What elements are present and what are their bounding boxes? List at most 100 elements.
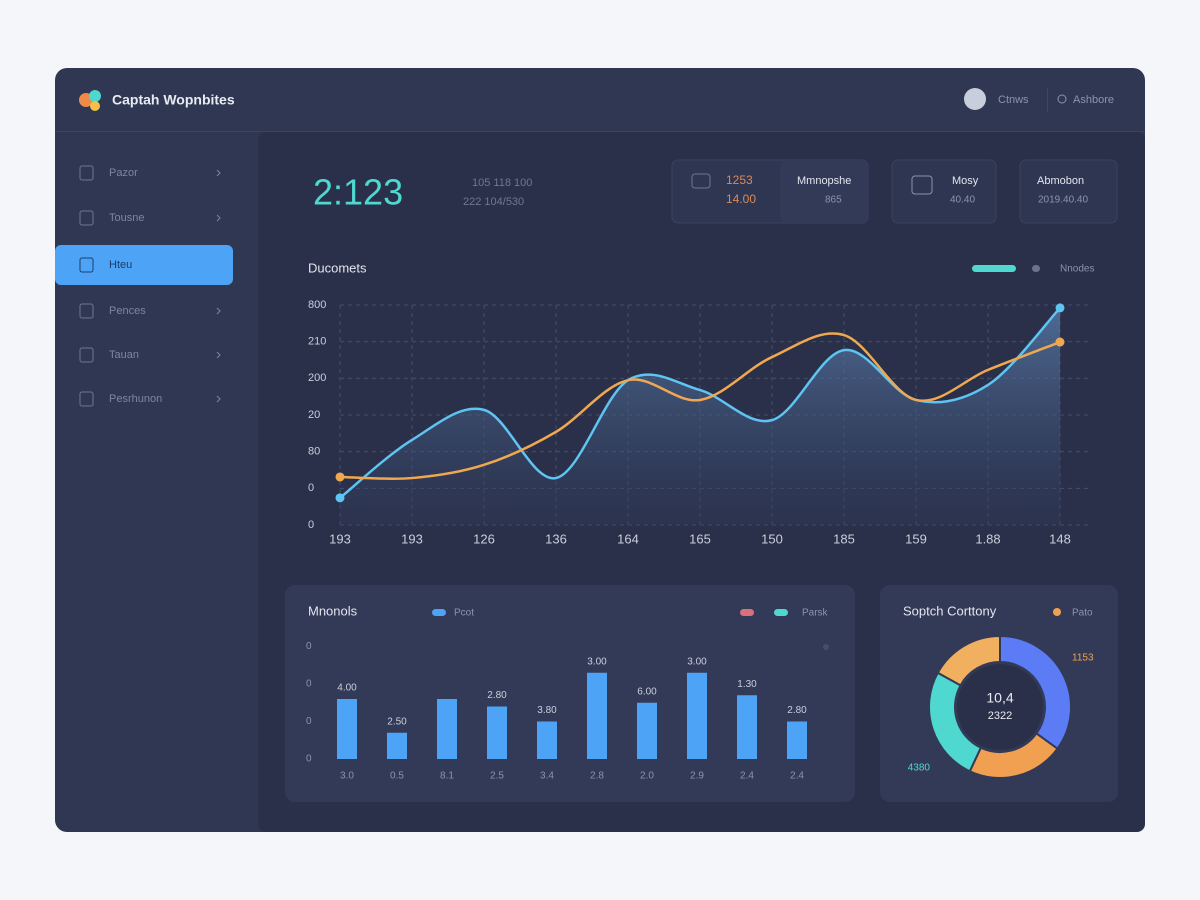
nav-chevron <box>216 307 221 315</box>
x-tick-label: 150 <box>761 531 783 546</box>
stat-title: Mosy <box>952 175 979 187</box>
stat-figure: 14.00 <box>726 192 756 206</box>
y-tick-label: 20 <box>308 409 320 421</box>
bar[interactable] <box>787 721 807 760</box>
header-separator <box>1047 88 1048 112</box>
bar[interactable] <box>687 672 707 759</box>
summary-value: 2:123 <box>313 172 403 213</box>
y-tick-label: 200 <box>308 372 326 384</box>
bar[interactable] <box>587 672 607 759</box>
nav-item[interactable]: Tousne <box>109 212 144 224</box>
x-tick-label: 3.4 <box>540 771 554 782</box>
x-tick-label: 2.4 <box>790 771 804 782</box>
search-icon[interactable] <box>1057 94 1067 104</box>
stat-sub: 40.40 <box>950 195 975 206</box>
nav-item[interactable]: Pesrhunon <box>109 393 162 405</box>
annotation: 4380 <box>908 763 931 774</box>
donut-hole <box>957 664 1043 750</box>
header-divider <box>55 131 1145 132</box>
center-label: 2322 <box>988 710 1012 722</box>
card-icon <box>691 173 711 189</box>
legend-swatch <box>972 265 1016 272</box>
panel-dot <box>823 644 829 650</box>
nav-chevron <box>216 395 221 403</box>
nav-active <box>55 245 233 285</box>
nav-item[interactable]: Tauan <box>109 349 139 361</box>
y-tick-label: 80 <box>308 446 320 458</box>
bar[interactable] <box>337 699 357 759</box>
bar-panel <box>285 585 855 802</box>
nav-item[interactable]: Pazor <box>109 167 138 179</box>
nav-chevron <box>216 351 221 359</box>
x-tick-label: 1.88 <box>975 531 1000 546</box>
chart-title: Mnonols <box>308 603 358 618</box>
summary-line: 105 118 100 <box>472 177 532 189</box>
x-tick-label: 2.4 <box>740 771 754 782</box>
point <box>335 493 345 503</box>
x-tick-label: 3.0 <box>340 771 354 782</box>
legend-label: Pcot <box>454 608 474 619</box>
legend-swatch <box>740 609 754 616</box>
legend-label: Pato <box>1072 608 1093 619</box>
y-tick-label: 0 <box>306 679 312 690</box>
stat-title: Abmobon <box>1037 175 1084 187</box>
x-tick-label: 126 <box>473 531 495 546</box>
x-tick-label: 193 <box>401 531 423 546</box>
bar[interactable] <box>637 702 657 759</box>
legend-swatch <box>774 609 788 616</box>
donut-segment[interactable] <box>999 634 1072 751</box>
nav-chevron <box>216 169 221 177</box>
x-tick-label: 136 <box>545 531 567 546</box>
x-tick-label: 164 <box>617 531 639 546</box>
stat-sub: 2019.40.40 <box>1038 195 1088 206</box>
nav-icon <box>79 303 94 319</box>
point <box>335 472 345 482</box>
bar[interactable] <box>737 695 757 759</box>
x-tick-label: 159 <box>905 531 927 546</box>
bar[interactable] <box>437 699 457 759</box>
center-label: 10,4 <box>986 690 1013 706</box>
nav-icon <box>79 391 94 407</box>
search-field[interactable]: Ashbore <box>1073 94 1114 106</box>
nav-item[interactable]: Hteu <box>109 259 132 271</box>
annotation: 1153 <box>1072 653 1094 664</box>
stat-card[interactable] <box>1019 159 1118 224</box>
stat-figure: 1253 <box>726 173 753 187</box>
bar-label: 6.00 <box>637 686 657 697</box>
legend-swatch <box>1053 608 1061 616</box>
sidebar: Pazor Tousne Hteu Pences Tauan Pesrhunon <box>55 165 233 407</box>
stat-card-side <box>780 160 868 223</box>
nav-icon <box>79 347 94 363</box>
bar[interactable] <box>387 732 407 759</box>
donut-segment[interactable] <box>936 634 1001 687</box>
area <box>340 307 1060 525</box>
user-name[interactable]: Ctnws <box>998 94 1029 106</box>
nav-icon <box>79 257 94 273</box>
legend-swatch <box>1032 265 1040 272</box>
x-tick-label: 2.8 <box>590 771 604 782</box>
bar-label: 3.80 <box>537 705 557 716</box>
point <box>1055 337 1065 347</box>
bar-label: 2.50 <box>387 716 407 727</box>
nav-item[interactable]: Pences <box>109 305 146 317</box>
point <box>1055 303 1065 313</box>
y-tick-label: 0 <box>306 641 312 652</box>
chart-title: Ducomets <box>308 260 367 275</box>
nav-icon <box>79 210 94 226</box>
bar[interactable] <box>487 706 507 760</box>
legend-label: Nnodes <box>1060 264 1094 275</box>
y-tick-label: 0 <box>306 754 312 765</box>
bar-label: 3.00 <box>587 656 607 667</box>
x-tick-label: 148 <box>1049 531 1071 546</box>
legend-label: Parsk <box>802 608 829 619</box>
stat-card[interactable] <box>891 159 997 224</box>
bar[interactable] <box>537 721 557 760</box>
stat-title: Mmnopshe <box>797 175 851 187</box>
avatar[interactable] <box>964 88 986 110</box>
line <box>339 307 1061 499</box>
x-tick-label: 8.1 <box>440 771 454 782</box>
y-tick-label: 210 <box>308 336 326 348</box>
x-tick-label: 2.9 <box>690 771 704 782</box>
